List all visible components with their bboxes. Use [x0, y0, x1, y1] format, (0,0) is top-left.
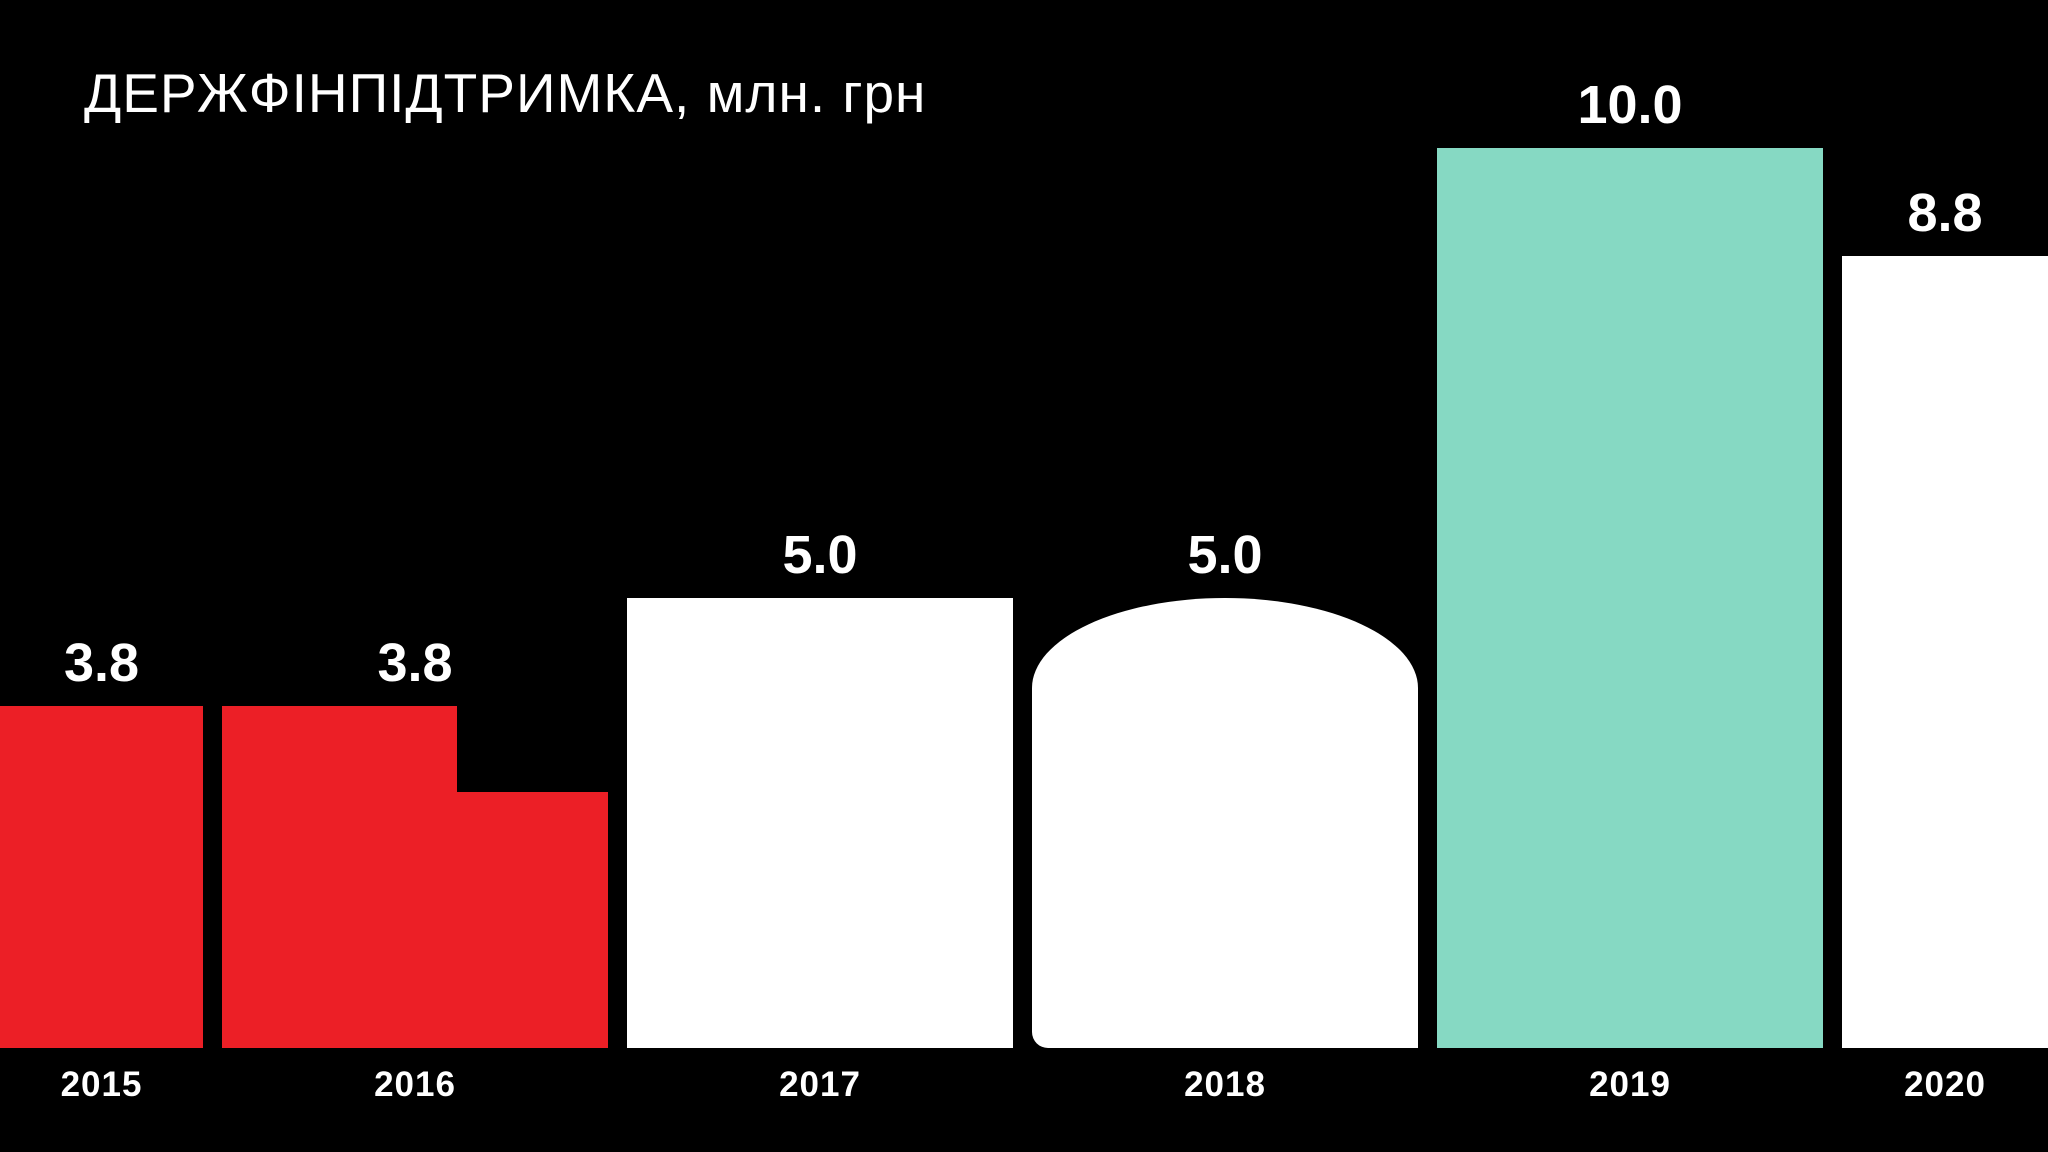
- year-label-2016: 2016: [374, 1065, 456, 1104]
- value-label-2016: 3.8: [377, 633, 453, 693]
- value-label-2018: 5.0: [1187, 525, 1263, 585]
- year-label-2020: 2020: [1904, 1065, 1986, 1104]
- bar-2017: [627, 598, 1013, 1048]
- value-label-2015: 3.8: [63, 633, 140, 693]
- bar-2016-tall-segment: [222, 706, 458, 1048]
- year-label-2018: 2018: [1184, 1065, 1266, 1104]
- year-label-2017: 2017: [779, 1065, 861, 1104]
- value-label-2017: 5.0: [782, 525, 858, 585]
- year-label-2019: 2019: [1589, 1065, 1671, 1104]
- bar-2015: [0, 706, 203, 1048]
- bar-2016: [222, 706, 608, 1048]
- value-label-2019: 10.0: [1577, 75, 1683, 135]
- bar-2020: [1842, 256, 2048, 1048]
- bar-2016-step-segment: [457, 791, 608, 1048]
- chart-title: ДЕРЖФІНПІДТРИМКА, млн. грн: [84, 62, 927, 124]
- bar-2019: [1437, 148, 1823, 1048]
- bar-2018: [1032, 598, 1418, 1048]
- value-label-2020: 8.8: [1907, 183, 1983, 243]
- year-label-2015: 2015: [60, 1065, 143, 1104]
